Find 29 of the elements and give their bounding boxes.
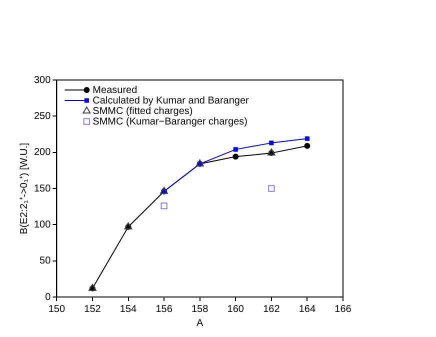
x-tick-label: 152 bbox=[84, 304, 102, 315]
point bbox=[232, 154, 239, 160]
y-tick-label: 250 bbox=[34, 110, 52, 122]
x-tick-label: 166 bbox=[334, 304, 352, 315]
y-tick-label: 200 bbox=[34, 147, 52, 158]
point bbox=[304, 142, 310, 149]
y-tick-label: 100 bbox=[34, 219, 52, 230]
x-axis-title: A bbox=[196, 318, 204, 329]
legend-label: SMMC (fitted charges) bbox=[92, 106, 193, 117]
point bbox=[160, 202, 168, 210]
point bbox=[269, 140, 274, 146]
x-tick-label: 150 bbox=[48, 304, 66, 315]
x-tick-label: 154 bbox=[120, 304, 138, 315]
point bbox=[304, 136, 310, 141]
x-tick-label: 160 bbox=[227, 304, 244, 315]
y-tick-label: 300 bbox=[34, 74, 52, 86]
y-tick-label: 50 bbox=[40, 256, 52, 267]
y-tick-label: 150 bbox=[34, 183, 52, 194]
y-tick-label: 0 bbox=[45, 292, 52, 303]
point bbox=[233, 147, 238, 152]
point bbox=[268, 185, 275, 192]
x-tick-label: 164 bbox=[298, 304, 316, 315]
x-tick-label: 162 bbox=[263, 304, 280, 315]
legend-label: Calculated by Kumar and Baranger bbox=[92, 95, 250, 106]
y-axis-title: B(E2:2₁⁺->0₁⁺) [W.U.] bbox=[18, 142, 30, 234]
legend-label: Measured bbox=[92, 84, 138, 96]
legend-label: SMMC (Kumar−Baranger charges) bbox=[92, 116, 248, 128]
x-tick-label: 158 bbox=[192, 304, 209, 315]
x-tick-label: 156 bbox=[156, 304, 173, 315]
